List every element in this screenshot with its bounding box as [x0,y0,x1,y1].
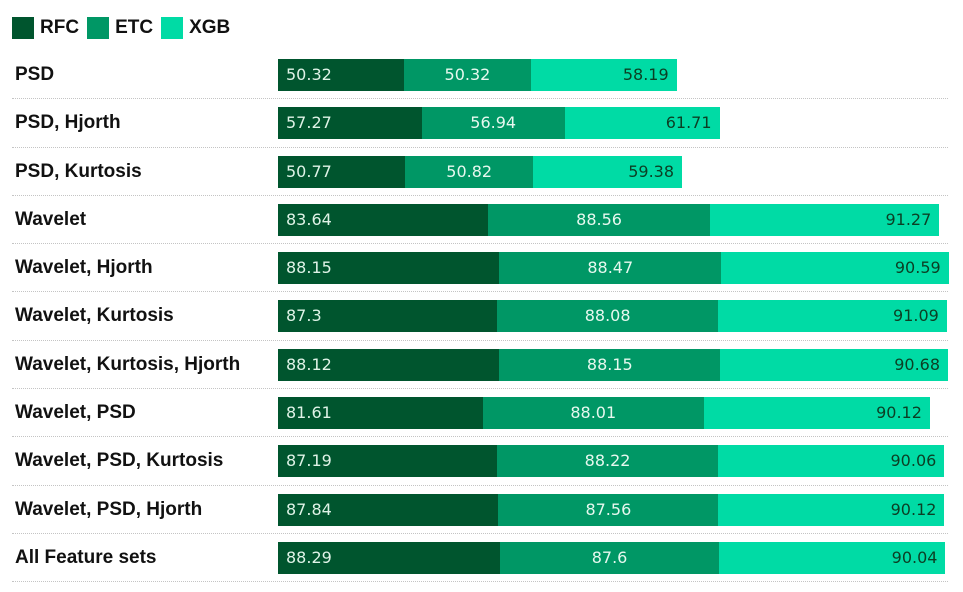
bar-segment-etc: 50.32 [404,59,531,91]
bar-segment-xgb: 61.71 [564,107,720,140]
bar-stack: 87.3 88.08 91.09 [278,300,958,333]
chart-row: PSD, Kurtosis 50.77 50.82 59.38 [0,148,963,196]
bar-segment-rfc: 87.19 [278,445,497,478]
bar-stack: 81.61 88.01 90.12 [278,397,958,430]
category-label: PSD, Kurtosis [15,160,142,182]
bar-segment-xgb: 59.38 [532,155,683,188]
bar-stack: 50.32 50.32 58.19 [278,59,958,91]
chart-row: Wavelet, Hjorth 88.15 88.47 90.59 [0,244,963,293]
bar-segment-etc: 87.6 [499,541,720,574]
legend-swatch [87,17,110,39]
category-label: Wavelet, Kurtosis [15,305,174,327]
legend-item-etc: ETC [87,17,153,39]
bar-stack: 88.29 87.6 90.04 [278,541,958,574]
legend-label: XGB [189,17,231,38]
legend-item-rfc: RFC [12,17,79,39]
row-divider [12,194,948,196]
chart-row: PSD, Hjorth 57.27 56.94 61.71 [0,99,963,148]
row-divider [12,484,948,486]
legend-label: ETC [115,17,154,38]
category-label: Wavelet, PSD, Hjorth [15,498,203,520]
bar-segment-rfc: 50.32 [278,59,405,91]
legend-item-xgb: XGB [161,17,230,39]
row-divider [12,532,948,534]
bar-segment-xgb: 90.12 [718,493,945,526]
bar-segment-rfc: 57.27 [278,107,422,140]
bar-stack: 57.27 56.94 61.71 [278,107,958,140]
bar-segment-etc: 87.56 [498,493,719,526]
legend: RFC ETC XGB [12,16,238,40]
bar-stack: 83.64 88.56 91.27 [278,203,958,236]
legend-swatch [12,17,34,39]
bar-segment-xgb: 90.59 [721,252,949,285]
bar-segment-xgb: 90.68 [720,348,949,381]
category-label: PSD [15,64,55,85]
bar-segment-etc: 88.56 [487,203,711,236]
bar-segment-xgb: 90.12 [703,397,930,430]
bar-segment-rfc: 88.12 [278,348,500,381]
row-divider [12,581,948,583]
chart-row: All Feature sets 88.29 87.6 90.04 [0,534,963,583]
bar-segment-rfc: 87.84 [278,493,499,526]
chart-row: Wavelet, Kurtosis, Hjorth 88.12 88.15 90.68 [0,341,963,390]
bar-segment-rfc: 50.77 [278,155,406,188]
bar-segment-rfc: 81.61 [278,397,483,430]
bar-segment-rfc: 87.3 [278,300,498,333]
bar-segment-rfc: 88.15 [278,252,500,285]
category-label: Wavelet, Hjorth [15,257,153,279]
bar-segment-etc: 88.15 [499,348,721,381]
bar-segment-xgb: 91.09 [718,300,947,333]
category-label: Wavelet, PSD [15,402,136,424]
chart-row: Wavelet, PSD 81.61 88.01 90.12 [0,389,963,438]
category-label: Wavelet, PSD, Kurtosis [15,450,224,472]
category-label: Wavelet, Kurtosis, Hjorth [15,353,241,375]
bar-stack: 88.15 88.47 90.59 [278,252,958,285]
bar-stack: 88.12 88.15 90.68 [278,348,958,381]
row-divider [12,388,948,390]
bar-segment-etc: 88.22 [496,445,719,478]
bar-segment-etc: 88.08 [497,300,719,333]
bar-stack: 50.77 50.82 59.38 [278,155,958,188]
bar-stack: 87.84 87.56 90.12 [278,493,958,526]
category-label: All Feature sets [15,546,157,568]
bar-segment-etc: 88.01 [482,397,704,430]
chart-row: Wavelet, PSD, Kurtosis 87.19 88.22 90.06 [0,437,963,486]
legend-swatch [161,17,184,39]
bar-segment-xgb: 90.06 [718,445,945,478]
row-divider [12,146,948,148]
bar-segment-xgb: 90.04 [719,541,946,574]
row-divider [12,339,948,341]
bar-segment-etc: 56.94 [421,107,565,140]
chart-row: PSD 50.32 50.32 58.19 [0,51,963,100]
chart-rows: PSD 50.32 50.32 58.19 PSD, Hjorth 57.27 56.94 6… [0,51,963,583]
chart-row: Wavelet, Kurtosis 87.3 88.08 91.09 [0,292,963,341]
category-label: PSD, Hjorth [15,112,121,134]
chart-row: Wavelet, PSD, Hjorth 87.84 87.56 90.12 [0,486,963,534]
bar-segment-etc: 88.47 [499,252,722,285]
row-divider [12,243,948,245]
bar-segment-rfc: 88.29 [278,541,500,574]
chart-row: Wavelet 83.64 88.56 91.27 [0,196,963,245]
row-divider [12,436,948,438]
bar-segment-xgb: 91.27 [710,203,940,236]
legend-label: RFC [40,17,80,38]
row-divider [12,291,948,293]
bar-segment-rfc: 83.64 [278,203,488,236]
bar-segment-xgb: 58.19 [530,59,677,91]
row-divider [12,98,948,100]
bar-segment-etc: 50.82 [405,155,533,188]
category-label: Wavelet [15,208,87,230]
bar-stack: 87.19 88.22 90.06 [278,445,958,478]
